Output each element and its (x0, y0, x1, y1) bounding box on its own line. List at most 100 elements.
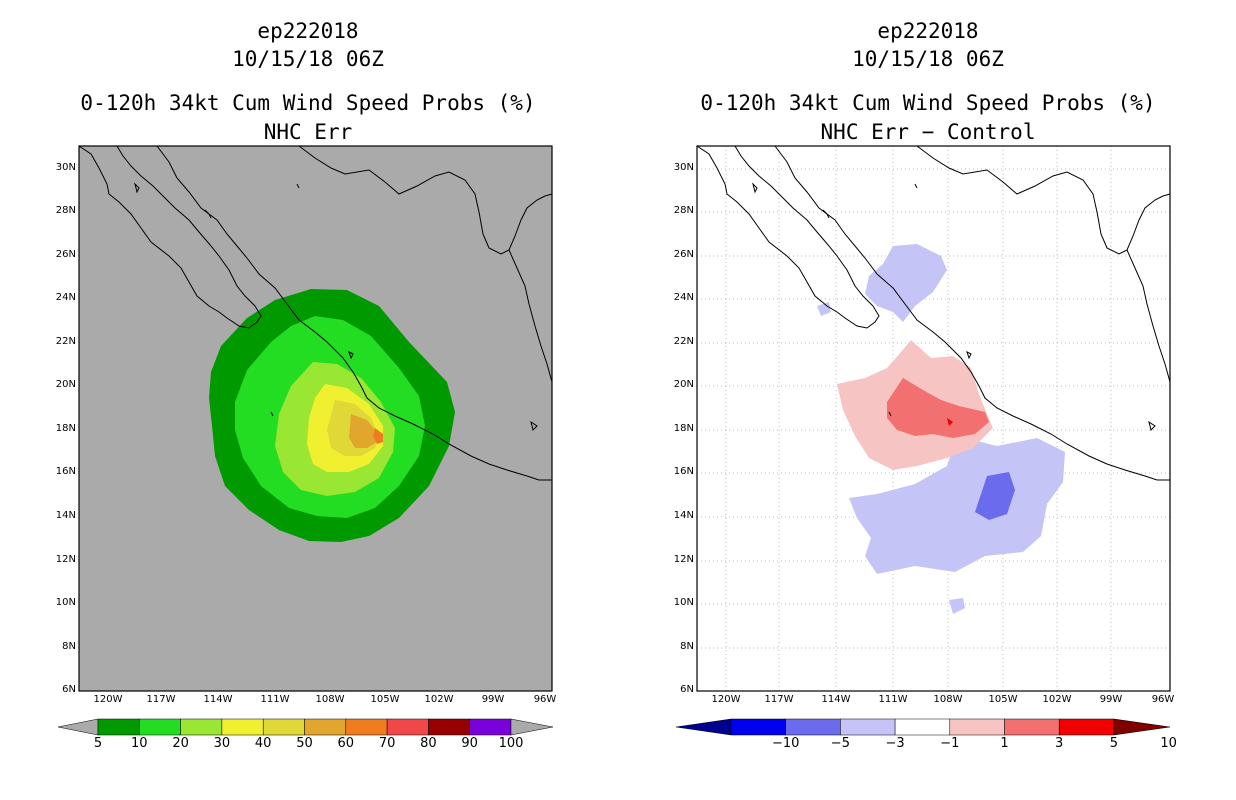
lat-tick-label: 20N (673, 379, 694, 390)
lon-tick-label: 108W (315, 694, 345, 705)
colorbar-swatch (730, 718, 786, 736)
colorbar-low-arrow (675, 718, 732, 736)
colorbar-swatch (785, 718, 841, 736)
colorbar-swatch (139, 718, 181, 736)
colorbar-swatches (97, 718, 512, 736)
left-colorbar (57, 718, 554, 736)
lon-tick-label: 108W (933, 694, 963, 705)
colorbar-label: −3 (885, 736, 905, 751)
colorbar-swatch (469, 718, 512, 736)
lat-tick-label: 14N (55, 510, 76, 521)
colorbar-label: 40 (254, 736, 272, 751)
colorbar-label: 60 (337, 736, 355, 751)
lat-tick-label: 24N (55, 292, 76, 303)
lat-tick-label: 22N (673, 336, 694, 347)
lat-tick-label: 16N (673, 466, 694, 477)
storm-id: ep222018 (257, 19, 359, 43)
lon-tick-label: 105W (988, 694, 1018, 705)
lat-tick-label: 20N (55, 379, 76, 390)
colorbar-label: −10 (771, 736, 800, 751)
lat-tick-label: 10N (673, 597, 694, 608)
datetime: 10/15/18 06Z (232, 47, 384, 71)
colorbar-swatch (262, 718, 305, 736)
colorbar-label: −1 (940, 736, 960, 751)
lon-tick-label: 111W (260, 694, 290, 705)
colorbar-label: 5 (93, 736, 103, 751)
colorbar-label: 3 (1055, 736, 1064, 751)
prob-contour-60 (373, 428, 383, 444)
colorbar-swatch (894, 718, 951, 736)
right-map (696, 145, 1171, 692)
colorbar-label: 70 (378, 736, 396, 751)
right-colorbar (675, 718, 1171, 736)
lon-tick-label: 111W (878, 694, 908, 705)
lat-tick-label: 18N (55, 423, 76, 434)
colorbar-label: −5 (830, 736, 850, 751)
lat-tick-label: 18N (673, 423, 694, 434)
lat-tick-label: 22N (55, 336, 76, 347)
colorbar-swatch (1058, 718, 1115, 736)
product-title: 0-120h 34kt Cum Wind Speed Probs (%) (80, 91, 536, 115)
colorbar-swatch (345, 718, 388, 736)
lat-tick-label: 6N (62, 684, 76, 695)
colorbar-label: 90 (461, 736, 478, 751)
product-subtitle: NHC Err (263, 120, 353, 144)
lat-tick-label: 26N (673, 249, 694, 260)
lat-tick-label: 6N (680, 684, 694, 695)
diff-region-neg1 (949, 598, 965, 614)
lon-tick-label: 117W (146, 694, 176, 705)
colorbar-high-arrow (1113, 718, 1171, 736)
lon-tick-label: 102W (1042, 694, 1072, 705)
colorbar-swatch (386, 718, 429, 736)
colorbar-swatch (221, 718, 264, 736)
lon-tick-label: 99W (1099, 694, 1123, 705)
lat-tick-label: 24N (673, 292, 694, 303)
colorbar-swatches (730, 718, 1115, 736)
lon-tick-label: 99W (481, 694, 505, 705)
lon-tick-label: 102W (424, 694, 454, 705)
lat-tick-label: 12N (673, 554, 694, 565)
map-frame (696, 145, 1171, 692)
diff-region-pos5 (947, 418, 953, 426)
lon-tick-label: 114W (203, 694, 233, 705)
lat-tick-label: 30N (55, 162, 76, 173)
lat-tick-label: 10N (55, 597, 76, 608)
colorbar-swatch (840, 718, 896, 736)
lon-tick-label: 120W (711, 694, 741, 705)
colorbar-label: 10 (1160, 736, 1177, 751)
colorbar-swatch (97, 718, 140, 736)
colorbar-label: 10 (131, 736, 148, 751)
storm-id: ep222018 (877, 19, 979, 43)
lat-tick-label: 26N (55, 249, 76, 260)
diff-region-neg1 (865, 244, 947, 322)
diff-region-neg1 (849, 436, 1065, 574)
colorbar-low-arrow (57, 718, 99, 736)
colorbar-label: 80 (420, 736, 437, 751)
colorbar-swatch (304, 718, 347, 736)
left-map (78, 145, 553, 692)
lat-tick-label: 30N (673, 162, 694, 173)
colorbar-swatch (1004, 718, 1060, 736)
lon-tick-label: 114W (821, 694, 851, 705)
colorbar-swatch (428, 718, 470, 736)
diff-region-neg1 (817, 302, 831, 316)
colorbar-swatch (180, 718, 223, 736)
colorbar-label: 50 (296, 736, 313, 751)
colorbar-label: 30 (213, 736, 231, 751)
lat-tick-label: 14N (673, 510, 694, 521)
colorbar-label: 1 (1000, 736, 1009, 751)
datetime: 10/15/18 06Z (852, 47, 1004, 71)
diff-region-neg3 (975, 472, 1015, 520)
colorbar-label: 20 (172, 736, 189, 751)
lon-tick-label: 96W (533, 694, 557, 705)
lon-tick-label: 120W (93, 694, 123, 705)
lat-tick-label: 8N (680, 641, 694, 652)
lon-tick-label: 105W (370, 694, 400, 705)
lon-tick-label: 96W (1151, 694, 1175, 705)
lat-tick-label: 28N (673, 205, 694, 216)
diff-region-pos3 (887, 378, 989, 438)
prob-contour-50 (349, 414, 377, 448)
colorbar-swatch (949, 718, 1005, 736)
product-title: 0-120h 34kt Cum Wind Speed Probs (%) (700, 91, 1156, 115)
